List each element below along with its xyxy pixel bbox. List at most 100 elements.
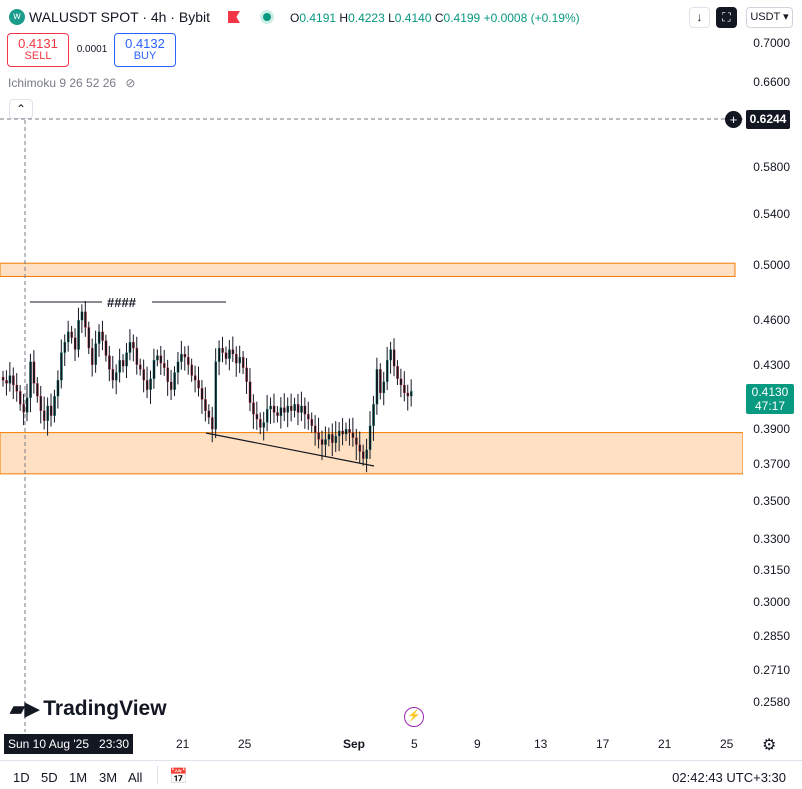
candle-body — [269, 405, 272, 410]
price-tick: 0.2850 — [753, 629, 790, 644]
candle-body — [77, 320, 80, 350]
price-tick: 0.5000 — [753, 258, 790, 273]
time-label: 17 — [596, 737, 610, 751]
add-alert-icon[interactable]: + — [725, 111, 742, 128]
candle-body — [101, 331, 104, 341]
candle-body — [265, 409, 269, 423]
divider — [157, 766, 158, 784]
time-label: 21 — [176, 737, 190, 751]
time-label: 25 — [238, 737, 252, 751]
candle-body — [53, 396, 56, 416]
time-label: 21 — [658, 737, 672, 751]
clock[interactable]: 02:42:43 UTC+3:30 — [672, 770, 786, 785]
candle-body — [111, 369, 115, 381]
range-1d-button[interactable]: 1D — [13, 770, 30, 785]
candle-body — [307, 413, 310, 420]
price-tick: 0.5400 — [753, 207, 790, 222]
candle-body — [334, 435, 338, 444]
time-label: 25 — [720, 737, 734, 751]
calendar-range-icon[interactable]: 📅 — [169, 768, 188, 785]
price-tick: 0.7000 — [753, 36, 790, 50]
price-tick: 0.3150 — [753, 563, 790, 578]
time-axis-selected: Sun 10 Aug '25 23:30 — [4, 734, 133, 754]
price-tick: 0.4600 — [753, 313, 790, 328]
candle-body — [183, 353, 187, 358]
candle-body — [296, 404, 300, 413]
sell-button[interactable]: 0.4131 SELL — [7, 33, 69, 67]
symbol-title[interactable]: WALUSDT SPOT · 4h · Bybit — [29, 9, 211, 25]
buy-price: 0.4132 — [125, 36, 165, 51]
candle-body — [396, 366, 399, 379]
support-zone — [0, 432, 743, 475]
settings-gear-icon[interactable]: ⚙ — [762, 737, 777, 754]
candle-body — [73, 337, 77, 350]
eye-hidden-icon[interactable]: ⊘ — [125, 76, 136, 90]
candle-body — [262, 422, 266, 428]
candle-body — [118, 359, 121, 373]
candle-body — [104, 340, 108, 356]
flag-icon[interactable] — [228, 11, 240, 23]
symbol-logo-icon[interactable]: w — [9, 9, 25, 25]
download-button[interactable]: ↓ — [689, 7, 710, 28]
candle-body — [341, 430, 344, 435]
candle-body — [67, 331, 70, 343]
price-tick: 0.6600 — [753, 74, 790, 89]
candle-body — [276, 412, 279, 416]
range-1m-button[interactable]: 1M — [69, 770, 88, 785]
candle-body — [289, 405, 293, 411]
sell-label: SELL — [24, 50, 52, 62]
range-3m-button[interactable]: 3M — [99, 770, 118, 785]
candle-body — [331, 434, 334, 444]
range-5d-button[interactable]: 5D — [41, 770, 58, 785]
candle-body — [156, 355, 159, 361]
candle-body — [36, 383, 39, 397]
price-tick: 0.2580 — [753, 695, 790, 709]
candle-body — [211, 417, 214, 430]
candle-body — [406, 392, 410, 397]
fullscreen-button[interactable]: ⛶ — [716, 7, 737, 28]
candle-body — [12, 375, 15, 386]
candle-body — [389, 349, 392, 361]
price-axis[interactable]: 0.7000 0.6600 0.5800 0.5400 0.5000 0.4600 0.43… — [743, 0, 802, 732]
sell-price: 0.4131 — [18, 36, 58, 51]
candle-body — [87, 327, 91, 349]
price-tick: 0.3500 — [753, 493, 790, 508]
price-chart[interactable] — [0, 0, 743, 732]
candle-body — [355, 437, 358, 445]
candle-body — [286, 405, 290, 413]
price-tick: 0.3300 — [753, 532, 790, 547]
candle-body — [125, 352, 128, 367]
time-label: 13 — [534, 737, 548, 751]
candle-body — [410, 391, 413, 397]
candle-body — [60, 352, 63, 381]
candle-body — [8, 375, 12, 384]
buy-button[interactable]: 0.4132 BUY — [114, 33, 176, 67]
candle-body — [300, 405, 303, 413]
spread-value: 0.0001 — [76, 44, 108, 55]
currency-select[interactable]: USDT ▾ — [746, 7, 793, 28]
indicator-legend[interactable]: Ichimoku 9 26 52 26 ⊘ — [8, 76, 136, 90]
range-all-button[interactable]: All — [128, 770, 143, 785]
candle-body — [166, 367, 169, 382]
price-tick: 0.5800 — [753, 160, 790, 175]
candle-body — [139, 364, 142, 370]
annotation-label[interactable]: #### — [107, 295, 136, 310]
candle-body — [382, 381, 386, 394]
candle-body — [5, 380, 8, 384]
time-label: 5 — [411, 737, 418, 751]
candle-body — [176, 361, 180, 373]
candle-body — [399, 378, 403, 386]
price-tick: 0.3000 — [753, 595, 790, 610]
lightning-icon[interactable]: ⚡ — [404, 707, 424, 727]
candle-body — [310, 418, 314, 426]
candle-body — [255, 413, 259, 420]
candle-body — [18, 391, 22, 405]
candle-body — [159, 355, 163, 364]
candle-body — [221, 347, 224, 353]
candle-body — [283, 407, 286, 413]
candle-body — [204, 399, 207, 411]
candle-body — [200, 388, 204, 400]
candle-body — [372, 404, 375, 426]
candle-body — [187, 356, 190, 365]
candle-body — [348, 429, 351, 433]
